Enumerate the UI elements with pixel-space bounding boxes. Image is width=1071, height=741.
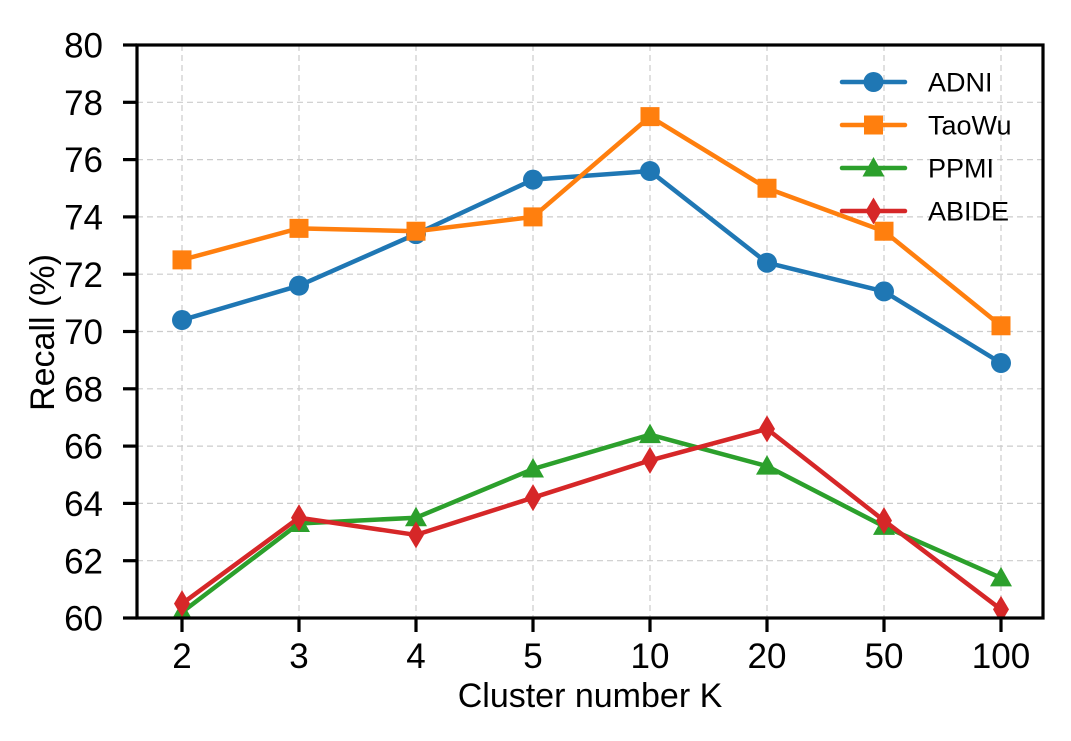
y-tick-label: 74 [64, 199, 103, 238]
y-tick-label: 80 [64, 27, 103, 66]
x-tick-label: 5 [523, 637, 542, 676]
data-point-marker [991, 316, 1011, 336]
data-point-marker [522, 458, 544, 478]
data-point-marker [874, 281, 894, 302]
y-axis-title: Recall (%) [24, 254, 62, 411]
series-line-abide [179, 426, 1004, 612]
series-line-adni [179, 168, 1004, 366]
gridlines [137, 45, 1043, 618]
data-point-marker [642, 446, 658, 474]
y-tick-label: 62 [64, 542, 103, 581]
data-point-marker [991, 353, 1011, 374]
y-tick-label: 70 [64, 313, 103, 352]
y-tick-label: 78 [64, 84, 103, 123]
data-point-marker [405, 506, 427, 527]
legend-marker-triangle-up [862, 157, 885, 177]
legend-label: TaoWu [928, 111, 1012, 141]
legend-label: PPMI [928, 154, 994, 184]
legend-entry-adni: ADNI [839, 68, 993, 98]
x-tick-label: 20 [748, 637, 787, 676]
x-tick-label: 10 [631, 637, 670, 676]
data-point-marker [993, 595, 1009, 618]
data-point-marker [640, 161, 660, 182]
legend-label: ADNI [928, 68, 993, 98]
legend: ADNI TaoWu PPMI ABIDE [839, 68, 1012, 227]
series-taowu [172, 107, 1011, 336]
x-axis-title: Cluster number K [458, 677, 723, 715]
data-point-marker [757, 178, 777, 198]
x-tick-label: 3 [289, 637, 308, 676]
legend-entry-taowu: TaoWu [839, 111, 1012, 141]
y-tick-label: 64 [64, 485, 103, 524]
axis-ticks [123, 43, 1003, 632]
data-point-marker [990, 566, 1012, 587]
legend-marker-thin-diamond [865, 197, 882, 225]
data-point-marker [291, 504, 307, 532]
data-point-marker [639, 423, 661, 444]
data-point-marker [525, 484, 541, 512]
x-tick-label: 50 [865, 637, 904, 676]
data-point-marker [289, 275, 309, 296]
x-tick-label: 2 [172, 637, 191, 676]
legend-entry-abide: ABIDE [839, 197, 1009, 227]
data-point-marker [876, 507, 892, 535]
data-point-marker [757, 252, 777, 273]
x-tick-label: 100 [972, 637, 1030, 676]
data-point-marker [172, 310, 192, 331]
x-tick-label: 4 [406, 637, 425, 676]
legend-label: ABIDE [928, 197, 1009, 227]
y-tick-label: 76 [64, 141, 103, 180]
data-point-marker [759, 415, 775, 443]
tick-labels: 60 62 64 66 68 70 72 74 76 78 80 2 3 4 5 10 20 50 100 [64, 27, 1030, 676]
data-point-marker [523, 169, 543, 190]
y-tick-label: 72 [64, 256, 103, 295]
data-point-marker [523, 207, 543, 227]
legend-marker-square [864, 115, 883, 135]
plot-area [172, 107, 1012, 618]
data-point-marker [640, 107, 660, 127]
y-tick-label: 68 [64, 370, 103, 409]
legend-entry-ppmi: PPMI [839, 154, 994, 184]
legend-marker-circle [863, 72, 884, 92]
data-point-marker [172, 250, 192, 270]
data-point-marker [174, 590, 190, 618]
data-point-marker [408, 521, 424, 549]
y-tick-label: 66 [64, 428, 103, 467]
data-point-marker [756, 455, 778, 475]
data-point-marker [289, 218, 309, 238]
series-abide [174, 415, 1009, 618]
y-tick-label: 60 [64, 600, 103, 639]
data-point-marker [874, 221, 894, 241]
data-point-marker [406, 221, 426, 241]
series-line-taowu [179, 114, 1004, 329]
